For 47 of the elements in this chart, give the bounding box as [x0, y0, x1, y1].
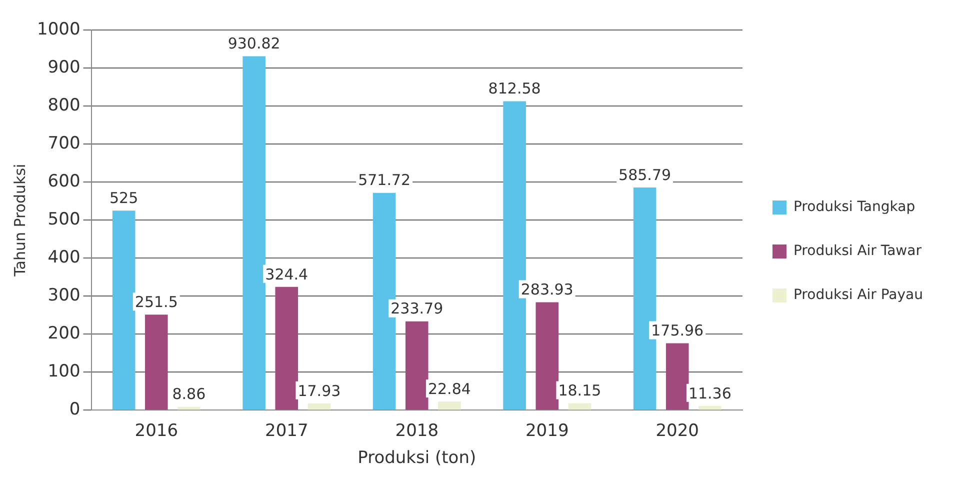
y-tick-label: 900 [48, 57, 80, 78]
data-label: 22.84 [428, 380, 471, 398]
data-label: 571.72 [358, 171, 411, 190]
data-label: 8.86 [172, 385, 206, 404]
y-tick-label: 0 [69, 400, 80, 420]
bar [308, 403, 331, 410]
bar [536, 302, 559, 410]
y-tick-label: 500 [48, 210, 80, 230]
bar [405, 321, 428, 410]
x-tick-label: 2020 [656, 420, 699, 441]
data-label: 175.96 [651, 322, 704, 340]
legend-label: Produksi Air Tawar [793, 243, 922, 260]
data-label: 585.79 [618, 166, 672, 184]
legend-label: Produksi Tangkap [793, 199, 916, 216]
x-tick-label: 2018 [395, 420, 439, 441]
data-label: 930.82 [228, 34, 280, 53]
data-label: 233.79 [390, 300, 444, 318]
y-tick-label: 200 [48, 324, 80, 344]
y-axis-title: Tahun Produksi [10, 164, 29, 278]
bar [438, 402, 461, 410]
y-tick-label: 1000 [37, 19, 80, 40]
bar [242, 56, 266, 410]
data-label: 17.93 [298, 382, 341, 400]
x-axis-title: Produksi (ton) [358, 448, 476, 468]
y-tick-label: 600 [48, 172, 80, 192]
bar [112, 210, 136, 410]
data-label: 11.36 [688, 384, 732, 402]
legend-label: Produksi Air Payau [793, 287, 923, 304]
data-label: 18.15 [558, 382, 602, 400]
y-tick-label: 100 [48, 362, 80, 382]
y-tick-label: 800 [48, 95, 80, 116]
y-tick-label: 700 [48, 133, 80, 154]
data-label: 283.93 [520, 280, 574, 299]
x-tick-label: 2019 [525, 420, 569, 441]
data-label: 525 [110, 188, 138, 207]
data-label: 812.58 [488, 80, 541, 98]
bar [698, 406, 722, 410]
bar [275, 286, 298, 410]
bar [666, 343, 689, 410]
bar [144, 314, 168, 410]
data-label: 251.5 [134, 292, 178, 311]
y-tick-label: 400 [48, 248, 80, 268]
data-label: 324.4 [265, 265, 308, 284]
x-tick-label: 2016 [134, 420, 178, 441]
x-tick-label: 2017 [265, 420, 308, 441]
bar [568, 403, 592, 410]
y-tick-label: 300 [48, 286, 80, 306]
